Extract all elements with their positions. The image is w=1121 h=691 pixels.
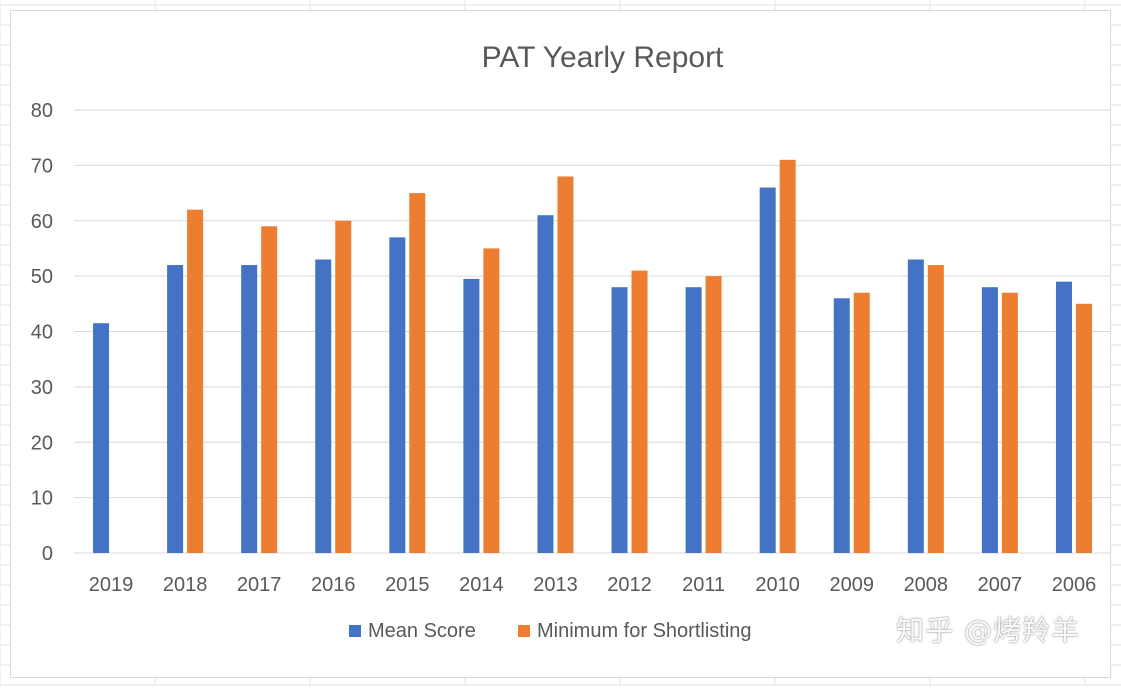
x-tick-label: 2011 bbox=[682, 574, 725, 596]
bar-min-shortlisting bbox=[335, 220, 352, 553]
x-tick-label: 2010 bbox=[755, 574, 800, 596]
y-tick-label: 20 bbox=[31, 432, 53, 454]
bar-mean-score bbox=[759, 187, 776, 553]
x-tick-label: 2014 bbox=[459, 574, 504, 596]
bar-mean-score bbox=[833, 298, 850, 553]
bar-chart: PAT Yearly Report 0 10 20 30 40 50 60 70 80 2019 20… bbox=[31, 41, 1111, 642]
bar-min-shortlisting bbox=[853, 292, 870, 553]
bar-min-shortlisting bbox=[927, 265, 944, 553]
bar-mean-score bbox=[167, 265, 184, 553]
bar-mean-score bbox=[1055, 281, 1072, 553]
x-tick-label: 2019 bbox=[89, 574, 134, 596]
x-tick-label: 2016 bbox=[311, 574, 356, 596]
bar-min-shortlisting bbox=[779, 159, 796, 553]
bar-mean-score bbox=[981, 287, 998, 553]
x-tick-label: 2018 bbox=[163, 574, 208, 596]
bar-mean-score bbox=[93, 323, 110, 553]
bar-mean-score bbox=[315, 259, 332, 553]
bar-mean-score bbox=[537, 215, 554, 553]
bar-mean-score bbox=[463, 278, 480, 553]
y-tick-label: 70 bbox=[31, 155, 53, 177]
bar-mean-score bbox=[907, 259, 924, 553]
x-tick-label: 2006 bbox=[1052, 574, 1097, 596]
bar-min-shortlisting bbox=[409, 193, 426, 553]
legend-swatch-mean-score bbox=[349, 625, 361, 637]
bar-min-shortlisting bbox=[705, 276, 722, 553]
bar-mean-score bbox=[389, 237, 406, 554]
bar-min-shortlisting bbox=[187, 209, 204, 554]
bar-min-shortlisting bbox=[1001, 292, 1018, 553]
bar-min-shortlisting bbox=[483, 248, 500, 553]
watermark-text: 知乎 @烤羚羊 bbox=[896, 614, 1080, 647]
x-tick-label: 2013 bbox=[533, 574, 578, 596]
legend-label-mean-score: Mean Score bbox=[368, 620, 476, 642]
chart-title: PAT Yearly Report bbox=[482, 41, 724, 74]
y-tick-label: 40 bbox=[31, 322, 53, 344]
bar-min-shortlisting bbox=[557, 176, 574, 553]
bar-mean-score bbox=[611, 287, 628, 553]
y-tick-label: 0 bbox=[42, 543, 53, 565]
y-tick-label: 30 bbox=[31, 377, 53, 399]
bar-mean-score bbox=[241, 265, 258, 553]
x-tick-label: 2017 bbox=[237, 574, 282, 596]
x-tick-label: 2007 bbox=[978, 574, 1023, 596]
chart-area[interactable]: PAT Yearly Report 0 10 20 30 40 50 60 70 80 2019 20… bbox=[10, 10, 1111, 678]
bar-min-shortlisting bbox=[631, 270, 648, 553]
bar-mean-score bbox=[685, 287, 702, 553]
x-tick-label: 2015 bbox=[385, 574, 430, 596]
x-tick-label: 2008 bbox=[904, 574, 949, 596]
legend-label-min-shortlisting: Minimum for Shortlisting bbox=[537, 620, 752, 642]
legend-swatch-min-shortlisting bbox=[518, 625, 530, 637]
x-tick-label: 2012 bbox=[607, 574, 652, 596]
y-tick-label: 50 bbox=[31, 266, 53, 288]
bar-min-shortlisting bbox=[1075, 303, 1092, 553]
y-tick-label: 10 bbox=[31, 488, 53, 510]
y-tick-label: 60 bbox=[31, 211, 53, 233]
x-tick-label: 2009 bbox=[830, 574, 875, 596]
y-tick-label: 80 bbox=[31, 100, 53, 122]
bar-min-shortlisting bbox=[261, 226, 278, 553]
